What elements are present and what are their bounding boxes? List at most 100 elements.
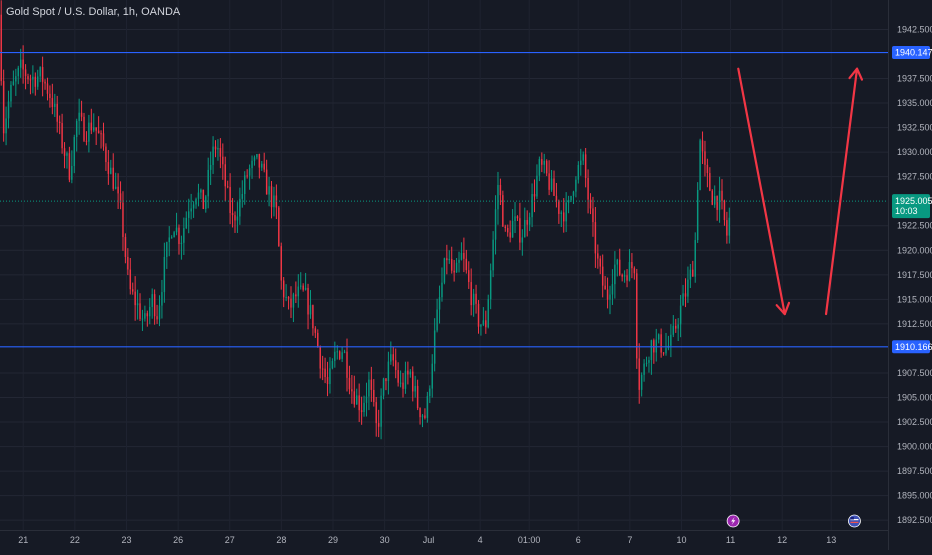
candle-body [337,351,338,352]
x-tick-label: 6 [576,535,581,545]
candle-body [108,162,109,174]
candle-body [95,127,96,130]
candle-body [234,215,235,220]
candle-body [704,151,705,164]
candle-body [169,237,170,242]
candle-body [327,377,328,384]
economic-event-icon[interactable] [727,515,739,527]
candle-body [288,297,289,299]
candle-body [373,390,374,402]
candle-body [690,270,691,280]
candle-body [59,122,60,123]
candle-body [74,137,75,166]
candle-body [371,380,372,390]
candle-body [402,383,403,389]
candle-body [5,118,6,133]
candle-body [220,148,221,157]
candle-body [612,284,613,294]
candle-body [485,320,486,327]
candle-body [624,275,625,276]
candle-body [721,191,722,201]
candle-body [497,185,498,209]
candle-body [178,228,179,244]
candle-body [20,60,21,68]
candle-body [151,294,152,307]
candle-body [665,348,666,353]
candle-body [451,259,452,271]
candle-body [626,275,627,280]
candle-body [8,101,9,118]
candle-body [159,306,160,320]
y-tick-label: 1902.500 [897,417,932,427]
y-tick-label: 1942.500 [897,24,932,34]
candle-body [300,286,301,287]
candle-body [0,15,1,81]
candle-body [432,364,433,389]
y-tick-label: 1935.000 [897,98,932,108]
candle-body [480,325,481,327]
y-tick-label: 1905.000 [897,393,932,403]
symbol-title[interactable]: Gold Spot / U.S. Dollar, 1h, OANDA [6,6,180,18]
candle-body [461,253,462,260]
candle-body [707,165,708,173]
candle-body [490,270,491,299]
candle-body [139,303,140,319]
candle-body [519,218,520,242]
candle-body [453,271,454,273]
candle-body [393,354,394,360]
candle-body [682,293,683,305]
candle-body [602,267,603,286]
x-tick-label: 29 [328,535,338,545]
x-tick-label: 26 [173,535,183,545]
candle-body [366,397,367,403]
candle-body [388,362,389,381]
candle-body [395,360,396,370]
x-tick-label: 4 [478,535,483,545]
candle-body [692,270,693,277]
candle-body [49,94,50,98]
candle-body [697,190,698,240]
candle-body [617,260,618,265]
countdown-label: 10:03 [895,206,918,216]
candle-body [225,164,226,186]
candle-body [380,396,381,427]
candle-body [677,324,678,328]
candle-body [592,208,593,222]
candle-body [71,166,72,180]
candle-body [156,316,157,319]
candle-body [164,257,165,292]
candle-body [186,218,187,228]
candle-body [712,191,713,205]
candle-body [212,147,213,165]
candle-body [714,196,715,205]
candle-body [39,67,40,76]
candle-body [3,81,4,133]
candle-body [517,216,518,218]
candle-body [631,262,632,268]
candle-body [30,79,31,80]
candle-body [638,358,639,389]
candle-body [246,175,247,176]
candle-body [600,259,601,267]
candle-body [544,161,545,165]
candle-body [251,161,252,168]
candle-body [663,353,664,354]
candle-body [69,153,70,180]
candle-body [227,186,228,187]
y-tick-label: 1897.500 [897,466,932,476]
us-flag-icon[interactable] [848,515,860,527]
candle-body [25,69,26,76]
candle-body [534,194,535,196]
candle-body [217,148,218,149]
x-tick-label: 13 [826,535,836,545]
candle-body [500,185,501,195]
candle-body [502,195,503,226]
candle-body [293,294,294,307]
candle-body [249,168,250,176]
candle-body [561,212,562,214]
candle-body [685,293,686,296]
candle-body [546,161,547,173]
candle-body [115,187,116,189]
